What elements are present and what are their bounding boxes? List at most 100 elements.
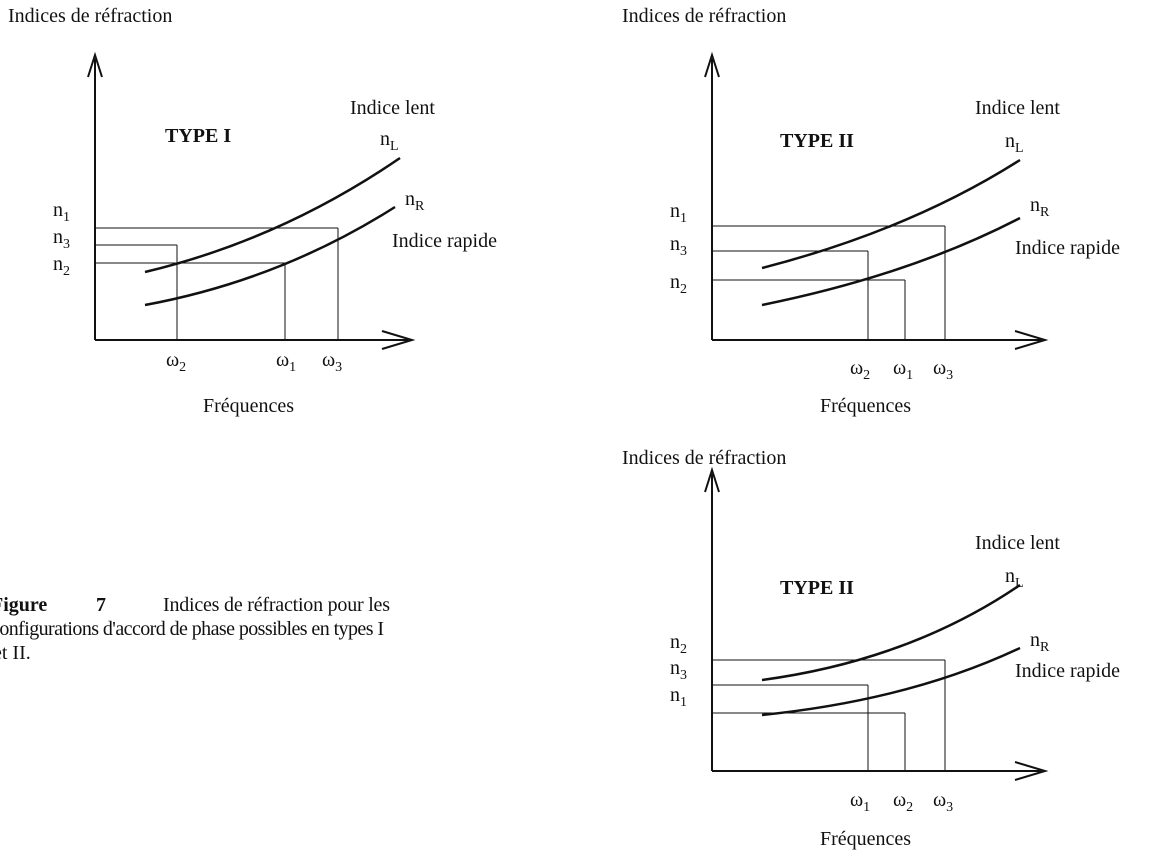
index-label: n1 xyxy=(670,200,687,226)
freq-label: ω2 xyxy=(850,357,870,383)
freq-label-sub: 3 xyxy=(946,800,953,815)
x-title: Fréquences xyxy=(820,828,911,850)
fast-curve xyxy=(144,205,396,307)
fast-symbol-main: n xyxy=(1030,194,1040,216)
index-label-sub: 2 xyxy=(63,264,70,279)
type-label: TYPE I xyxy=(165,125,231,147)
x-arrow xyxy=(1014,330,1049,350)
fast-label: Indice rapide xyxy=(1015,660,1120,682)
index-label: n3 xyxy=(53,226,70,252)
freq-label: ω2 xyxy=(166,349,186,375)
slow-symbol: nL xyxy=(1005,565,1024,591)
freq-label-sub: 3 xyxy=(946,368,953,383)
index-label-sub: 1 xyxy=(63,210,70,225)
slow-curve xyxy=(761,583,1021,682)
freq-label-sub: 2 xyxy=(179,360,186,375)
index-label: n1 xyxy=(670,684,687,710)
slow-symbol: nL xyxy=(380,128,399,154)
axis-title: Indices de réfraction xyxy=(8,5,172,27)
index-label: n3 xyxy=(670,233,687,259)
x-arrow xyxy=(381,330,416,350)
freq-label-main: ω xyxy=(850,789,863,811)
index-label-sub: 2 xyxy=(680,642,687,657)
slow-symbol-main: n xyxy=(380,128,390,150)
freq-label: ω1 xyxy=(276,349,296,375)
index-label: n3 xyxy=(670,657,687,683)
fast-label: Indice rapide xyxy=(1015,237,1120,259)
index-label-sub: 1 xyxy=(680,211,687,226)
fast-symbol-main: n xyxy=(1030,629,1040,651)
axis-title: Indices de réfraction xyxy=(622,447,786,469)
caption-text: et II. xyxy=(0,642,31,664)
fast-symbol-sub: R xyxy=(415,199,425,214)
slow-symbol: nL xyxy=(1005,130,1024,156)
freq-label-main: ω xyxy=(893,789,906,811)
index-label-main: n xyxy=(53,199,63,221)
fast-symbol: nR xyxy=(1030,194,1050,220)
freq-label-sub: 1 xyxy=(863,800,870,815)
y-arrow xyxy=(87,51,103,78)
freq-label-main: ω xyxy=(850,357,863,379)
fast-label: Indice rapide xyxy=(392,230,497,252)
index-label-main: n xyxy=(670,233,680,255)
freq-label: ω3 xyxy=(933,357,953,383)
freq-label: ω3 xyxy=(933,789,953,815)
freq-label-main: ω xyxy=(276,349,289,371)
slow-curve xyxy=(144,156,401,274)
index-label-main: n xyxy=(670,271,680,293)
fast-symbol-sub: R xyxy=(1040,640,1050,655)
fast-curve xyxy=(761,646,1021,717)
freq-label-main: ω xyxy=(893,357,906,379)
caption-label: Figure xyxy=(0,594,47,616)
axis-title: Indices de réfraction xyxy=(622,5,786,27)
index-label-sub: 3 xyxy=(63,237,70,252)
freq-label-main: ω xyxy=(933,357,946,379)
fast-symbol: nR xyxy=(405,188,425,214)
caption-text: Indices de réfraction pour les xyxy=(163,594,390,616)
freq-label-sub: 2 xyxy=(906,800,913,815)
fast-symbol-sub: R xyxy=(1040,205,1050,220)
freq-label-sub: 1 xyxy=(289,360,296,375)
index-label-sub: 2 xyxy=(680,282,687,297)
type-label: TYPE II xyxy=(780,577,854,599)
index-label-main: n xyxy=(53,253,63,275)
freq-label-sub: 1 xyxy=(906,368,913,383)
index-label: n2 xyxy=(53,253,70,279)
index-label: n2 xyxy=(670,271,687,297)
freq-label: ω3 xyxy=(322,349,342,375)
freq-label: ω2 xyxy=(893,789,913,815)
index-label-sub: 3 xyxy=(680,668,687,683)
y-arrow xyxy=(704,51,720,78)
index-label-main: n xyxy=(53,226,63,248)
freq-label-sub: 2 xyxy=(863,368,870,383)
slow-curve xyxy=(761,158,1021,270)
x-title: Fréquences xyxy=(203,395,294,417)
freq-label: ω1 xyxy=(893,357,913,383)
freq-label-main: ω xyxy=(166,349,179,371)
fast-symbol: nR xyxy=(1030,629,1050,655)
slow-symbol-main: n xyxy=(1005,130,1015,152)
slow-symbol-sub: L xyxy=(1015,576,1024,591)
slow-symbol-sub: L xyxy=(390,139,399,154)
index-label-sub: 1 xyxy=(680,695,687,710)
index-label: n2 xyxy=(670,631,687,657)
fast-curve xyxy=(761,216,1021,307)
index-label-main: n xyxy=(670,631,680,653)
slow-label: Indice lent xyxy=(975,532,1060,554)
index-label-sub: 3 xyxy=(680,244,687,259)
slow-label: Indice lent xyxy=(350,97,435,119)
x-arrow xyxy=(1014,761,1049,781)
freq-label-sub: 3 xyxy=(335,360,342,375)
y-arrow xyxy=(704,466,720,493)
type-label: TYPE II xyxy=(780,130,854,152)
slow-symbol-main: n xyxy=(1005,565,1015,587)
slow-symbol-sub: L xyxy=(1015,141,1024,156)
caption-text: configurations d'accord de phase possibl… xyxy=(0,618,384,640)
freq-label: ω1 xyxy=(850,789,870,815)
freq-label-main: ω xyxy=(933,789,946,811)
freq-label-main: ω xyxy=(322,349,335,371)
slow-label: Indice lent xyxy=(975,97,1060,119)
index-label-main: n xyxy=(670,684,680,706)
index-label-main: n xyxy=(670,200,680,222)
